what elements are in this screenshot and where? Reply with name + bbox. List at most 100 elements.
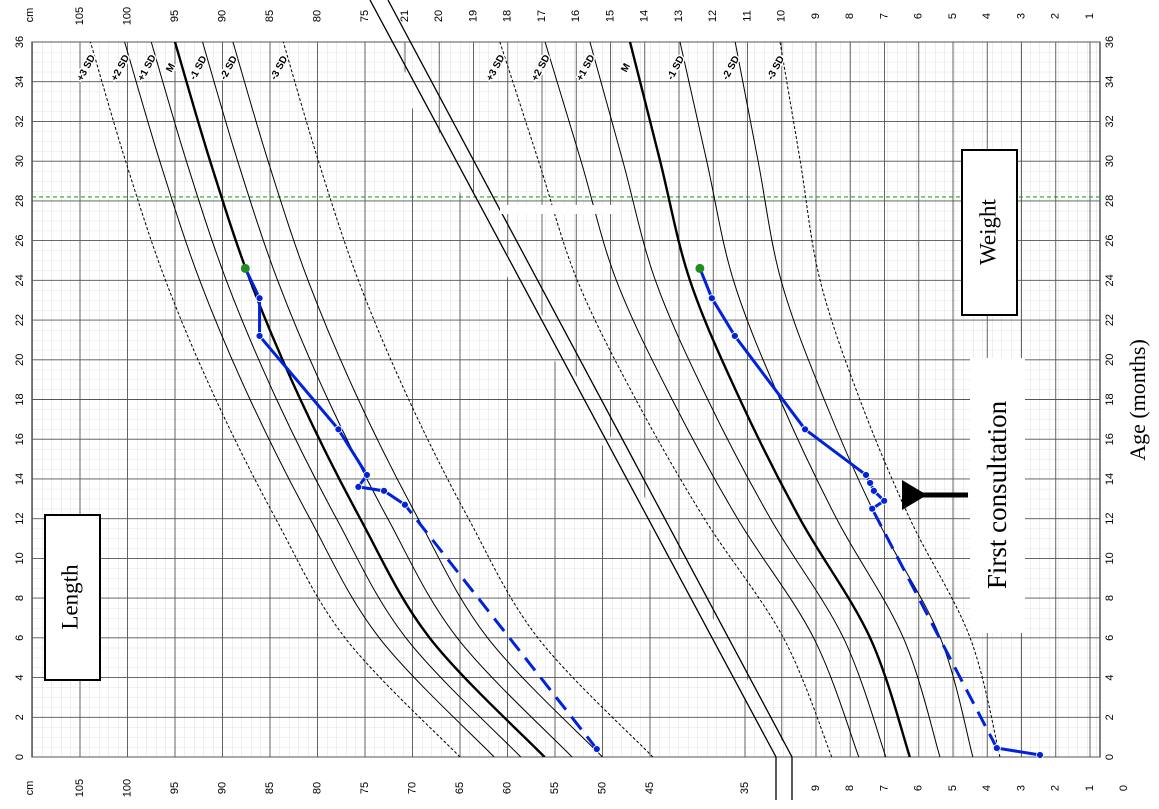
measurement-point [240,263,250,273]
y-tick-label: 28 [14,195,26,207]
x-tick-label: 70 [406,782,418,794]
y-tick-label: 8 [1104,595,1116,601]
y-tick-label: 2 [14,714,26,720]
y-tick-label: 0 [1104,754,1116,760]
x-tick-label: 8 [844,13,856,19]
x-tick-label: 3 [1015,785,1027,791]
measurements [240,263,1044,759]
x-tick-label: 7 [878,785,890,791]
x-tick-label: 75 [359,10,371,22]
measurement-point [400,500,409,509]
y-tick-label: 18 [14,393,26,405]
y-tick-label: 14 [1104,473,1116,485]
y-tick-label: 16 [14,433,26,445]
x-tick-label: 18 [502,10,514,22]
x-tick-label: 14 [639,10,651,22]
measurement-point [1036,751,1044,759]
y-tick-label: 26 [14,234,26,246]
x-tick-label: 11 [741,10,753,21]
y-tick-label: 10 [1104,552,1116,564]
reference-curve [89,42,461,757]
x-tick-label: 2 [1050,13,1062,19]
x-tick-label: 50 [596,782,608,794]
measurement-line [243,267,406,507]
x-tick-label: 105 [74,7,86,25]
x-tick-label: 1 [1084,13,1096,19]
x-tick-label: 21 [399,10,411,22]
measurement-point [255,332,264,340]
reference-curve [499,42,833,757]
x-tick-label: 100 [121,7,133,25]
x-tick-label: 4 [981,785,993,791]
x-tick-label: 20 [433,10,445,22]
measurement-point [992,744,1001,752]
y-tick-label: 24 [14,274,26,286]
x-tick-label: 35 [739,782,751,794]
y-tick-label: 10 [14,552,26,564]
x-tick-label: 5 [947,13,959,19]
x-tick-label: 100 [121,779,133,797]
y-tick-label: 2 [1104,714,1116,720]
measurement-point [354,482,363,491]
y-tick-label: 14 [14,473,26,485]
x-tick-label: 10 [776,10,788,22]
x-tick-label: 45 [644,782,656,794]
y-axis-title: Age (months) [1125,339,1150,461]
reference-curve [232,42,603,757]
x-tick-label: 55 [549,782,561,794]
y-tick-label: 22 [1104,314,1116,326]
reference-curve [589,42,887,757]
measurement-point [380,486,388,495]
y-tick-label: 32 [1104,115,1116,127]
reference-curve [779,42,1001,757]
x-tick-label: 60 [501,782,513,794]
y-tick-label: 8 [14,595,26,601]
x-tick-label: 85 [264,782,276,794]
x-tick-label: 90 [216,10,228,22]
x-tick-label: 90 [216,782,228,794]
reference-curve [150,42,522,757]
y-tick-label: 36 [1104,36,1116,48]
measurement-point [868,504,877,513]
measurement-point [801,425,809,434]
x-tick-label: 13 [673,10,685,22]
measurement-point [880,496,889,505]
annotation: First consultation [982,400,1012,589]
x-tick-label: 9 [810,13,822,19]
y-tick-label: 4 [1104,674,1116,680]
x-tick-label: 3 [1015,13,1027,19]
x-tick-label: 6 [913,785,925,791]
measurement-point [866,479,875,487]
measurement-point [334,425,343,434]
y-tick-label: 30 [1104,155,1116,167]
x-tick-label: 19 [467,10,479,22]
measurement-point [592,745,601,753]
x-tick-label: 15 [604,10,616,22]
y-tick-label: 30 [14,155,26,167]
y-tick-label: 20 [14,354,26,366]
y-tick-label: 6 [1104,635,1116,641]
unit-label: cm [24,781,36,796]
x-tick-label: 80 [311,10,323,22]
panel-label: Length [57,564,82,630]
reference-curve [544,42,860,757]
reference-curve [679,42,941,757]
y-tick-label: 36 [14,36,26,48]
y-tick-label: 0 [14,754,26,760]
label-mask [500,205,620,214]
y-tick-label: 18 [1104,393,1116,405]
measurement-point [862,471,870,479]
reference-curve [734,42,974,757]
y-tick-label: 32 [14,115,26,127]
x-tick-label: 75 [359,782,371,794]
y-tick-label: 26 [1104,234,1116,246]
x-tick-label: 0 [1118,785,1130,791]
y-tick-label: 6 [14,635,26,641]
divider-line [387,0,793,800]
reference-curve [628,42,911,757]
y-tick-label: 12 [14,513,26,525]
x-tick-label: 2 [1050,785,1062,791]
grid [32,41,1100,758]
x-tick-label: 16 [570,10,582,22]
measurement-point [707,294,716,303]
